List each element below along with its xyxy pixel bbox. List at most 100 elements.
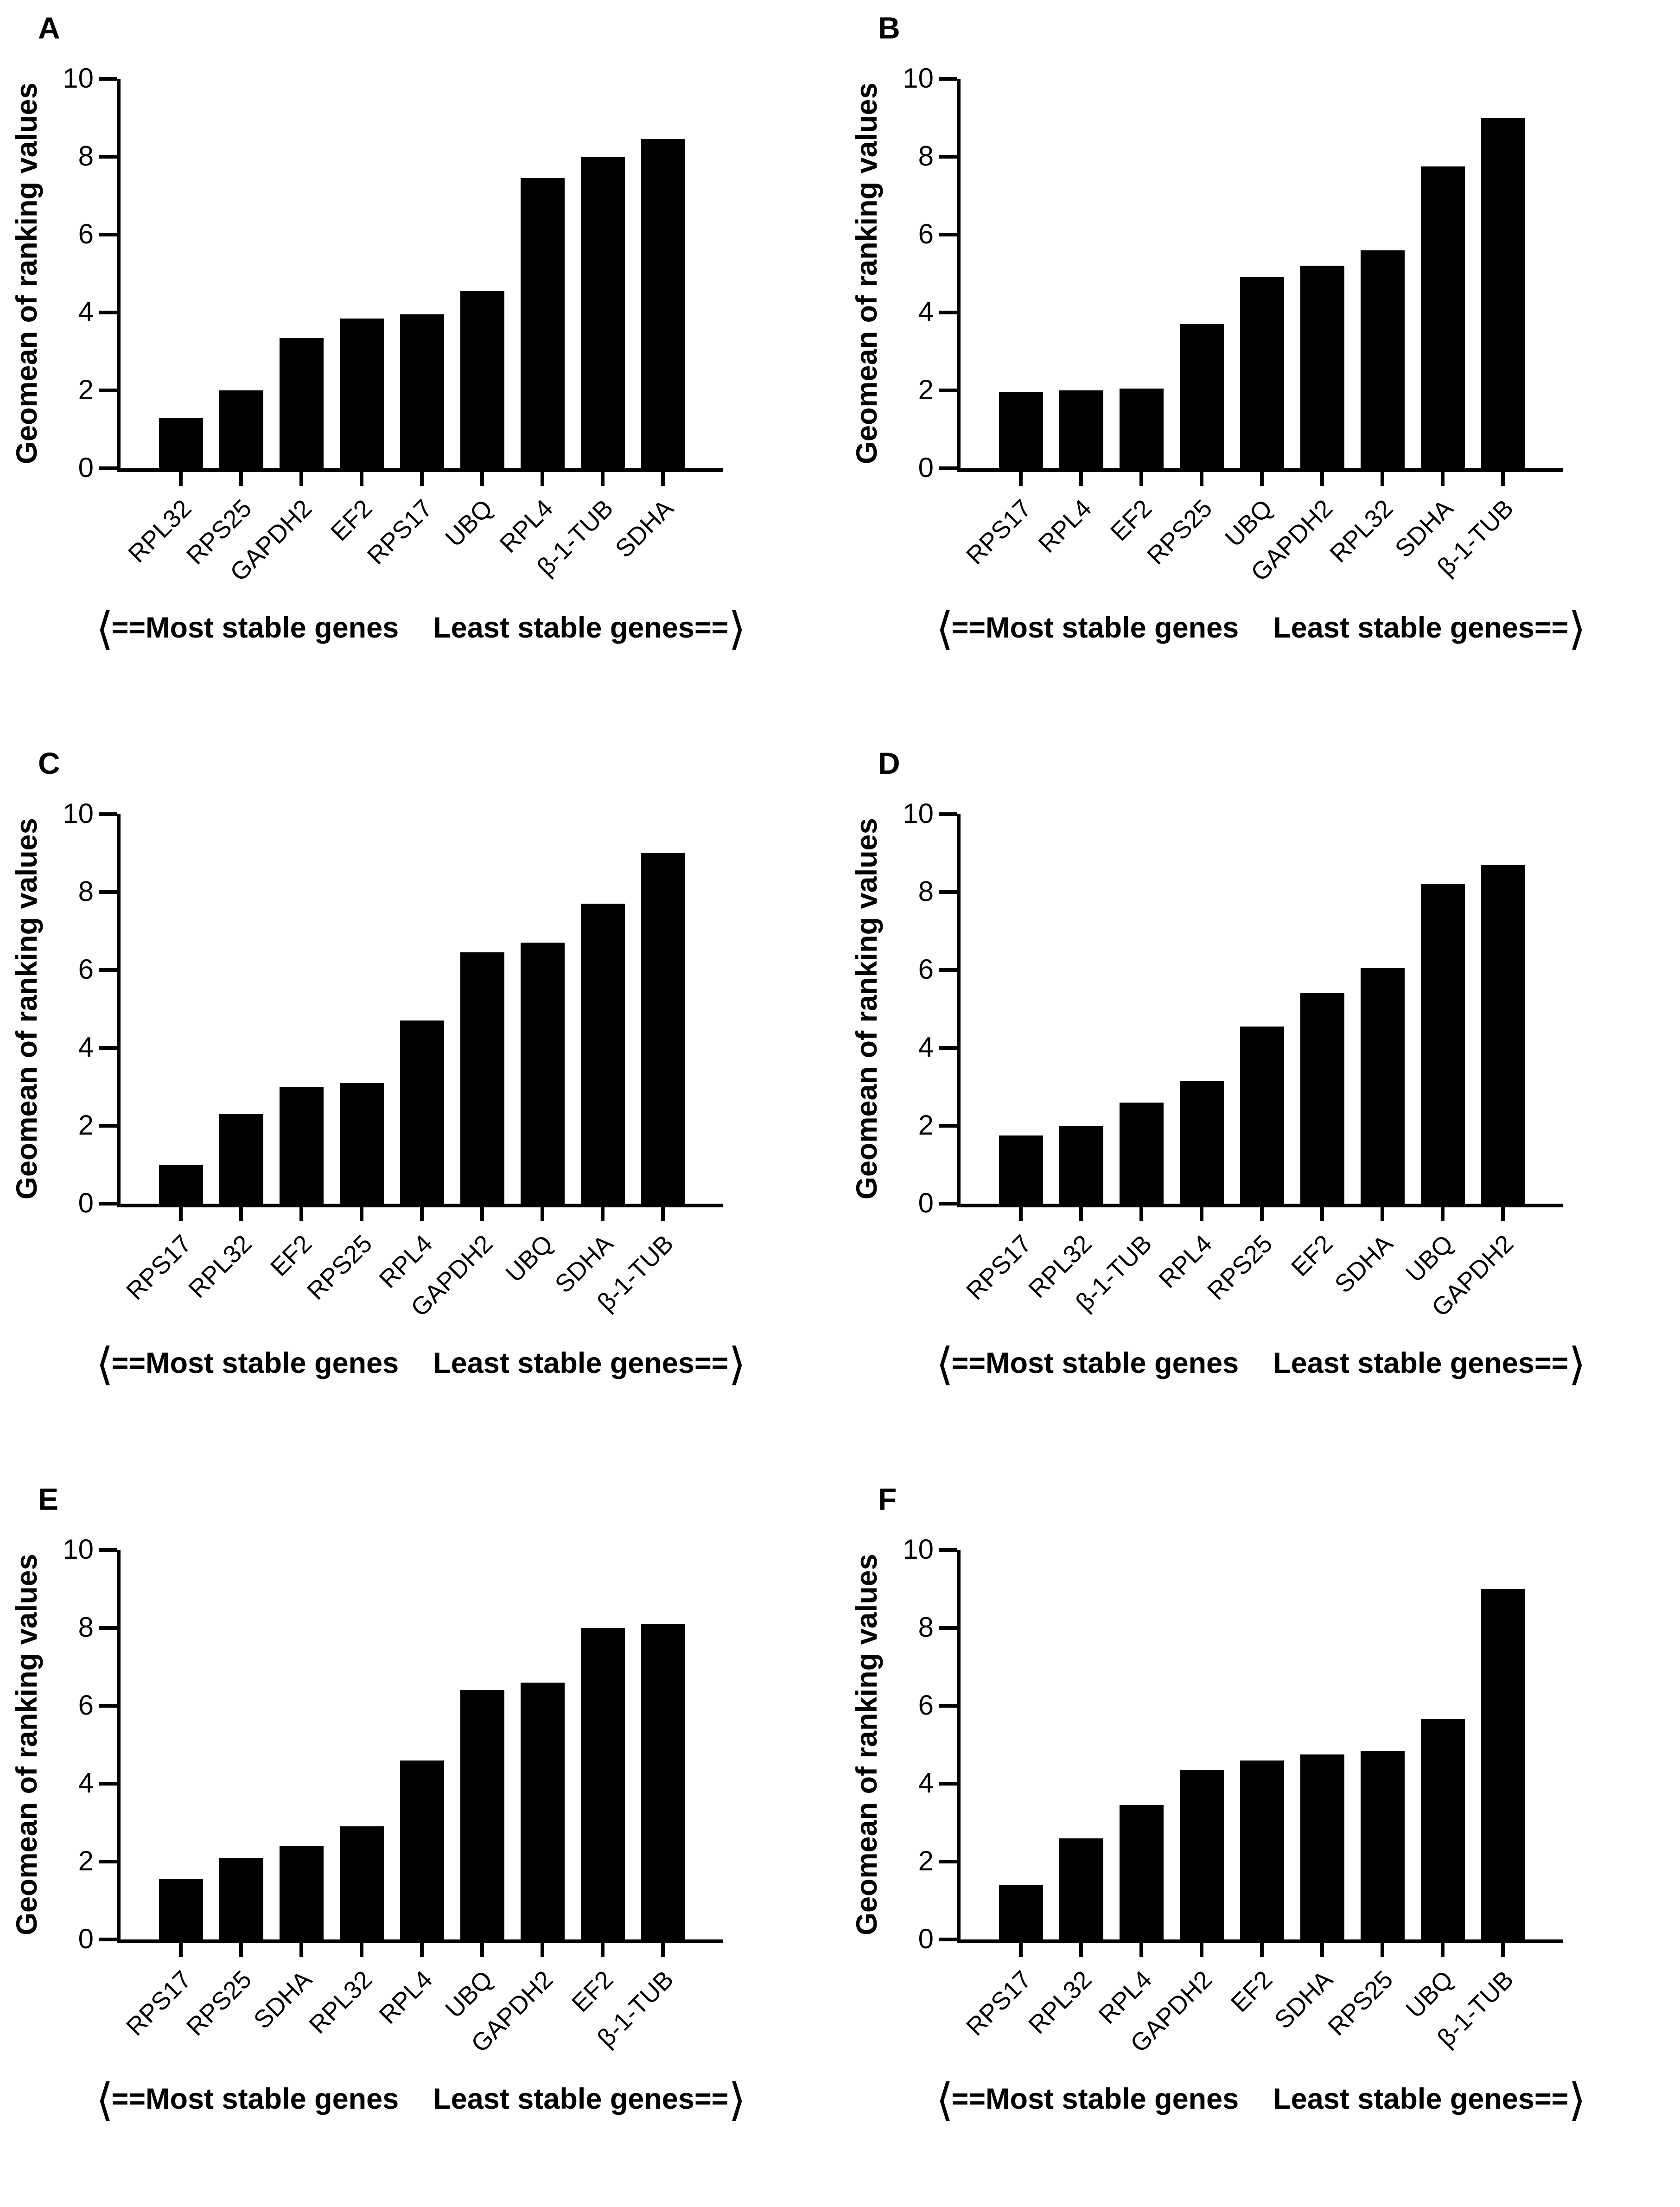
x-tick-β-1-TUB	[661, 1207, 665, 1221]
y-tick-8	[99, 1626, 117, 1630]
y-tick-label-0: 0	[78, 452, 94, 483]
y-tick-4	[939, 1782, 957, 1786]
x-tick-EF2	[601, 1943, 605, 1957]
y-tick-label-10: 10	[903, 797, 934, 829]
x-tick-β-1-TUB	[1139, 1207, 1143, 1221]
bar-RPS25	[219, 1857, 263, 1939]
y-tick-label-0: 0	[78, 1187, 94, 1218]
stability-annotation-f: ⟨==Most stable genes Least stable genes==…	[840, 2074, 1680, 2126]
stability-annotation-d: ⟨==Most stable genes Least stable genes==…	[840, 1338, 1680, 1390]
plot-area-c: 0 2 4 6 8 10 RPS17 RPL32 EF2 RPS25 RPL4 GAPDH2 UBQ SD…	[0, 735, 840, 1471]
x-tick-RPL4	[420, 1943, 424, 1957]
y-tick-label-6: 6	[918, 953, 934, 985]
x-label-SDHA: SDHA	[1329, 1229, 1399, 1299]
x-tick-GAPDH2	[480, 1207, 484, 1221]
x-label-RPL32: RPL32	[1324, 494, 1399, 568]
x-label-RPL32: RPL32	[304, 1965, 378, 2040]
y-tick-label-2: 2	[918, 1845, 934, 1876]
stability-annotation-c: ⟨==Most stable genes Least stable genes==…	[0, 1338, 840, 1390]
panel-label-c: C	[38, 746, 61, 780]
bar-RPL32	[1059, 1126, 1103, 1204]
y-tick-0	[99, 1938, 117, 1941]
most-stable-label: ==Most stable genes	[111, 612, 399, 644]
stability-annotation-e: ⟨==Most stable genes Least stable genes==…	[0, 2074, 840, 2126]
x-tick-UBQ	[1441, 1943, 1445, 1957]
y-tick-0	[939, 466, 957, 470]
x-tick-GAPDH2	[1320, 472, 1324, 486]
x-label-RPL4: RPL4	[1033, 494, 1097, 558]
y-tick-6	[939, 968, 957, 972]
plot-area-b: 0 2 4 6 8 10 RPS17 RPL4 EF2 RPS25 UBQ GAPDH2 RPL32 SD…	[840, 0, 1680, 735]
y-tick-label-6: 6	[918, 218, 934, 249]
right-arrow-bracket: ⟩	[728, 2075, 746, 2125]
most-stable-label: ==Most stable genes	[951, 1347, 1239, 1379]
y-tick-4	[99, 1046, 117, 1050]
y-tick-label-2: 2	[78, 1109, 94, 1141]
plot-area-e: 0 2 4 6 8 10 RPS17 RPS25 SDHA RPL32 RPL4 UBQ GAPDH2 E…	[0, 1471, 840, 2207]
y-tick-10	[939, 812, 957, 816]
bar-RPS25	[1360, 1750, 1405, 1939]
x-tick-SDHA	[601, 1207, 605, 1221]
y-tick-label-4: 4	[78, 1031, 94, 1063]
x-tick-UBQ	[1260, 472, 1264, 486]
x-label-RPS25: RPS25	[301, 1229, 378, 1306]
bar-UBQ	[520, 943, 565, 1204]
right-arrow-bracket: ⟩	[1568, 1340, 1586, 1389]
plot-area-f: 0 2 4 6 8 10 RPS17 RPL32 RPL4 GAPDH2 EF2 SDHA RPS25 U…	[840, 1471, 1680, 2207]
plot-area-d: 0 2 4 6 8 10 RPS17 RPL32 β-1-TUB RPL4 RPS25 EF2 SDHA…	[840, 735, 1680, 1471]
x-tick-RPS25	[360, 1207, 363, 1221]
x-tick-UBQ	[541, 1207, 544, 1221]
x-tick-RPS25	[1381, 1943, 1384, 1957]
x-label-UBQ: UBQ	[440, 1965, 498, 2024]
x-tick-GAPDH2	[541, 1943, 544, 1957]
bar-RPS25	[1179, 324, 1224, 468]
bar-EF2	[279, 1087, 324, 1204]
y-tick-label-10: 10	[903, 1533, 934, 1565]
x-tick-RPS25	[239, 472, 243, 486]
x-axis-line	[117, 468, 723, 472]
y-tick-label-8: 8	[78, 140, 94, 172]
bar-RPL4	[520, 178, 565, 468]
panel-d: D Geomean of ranking values 0 2 4 6 8 10 RPS17…	[840, 735, 1680, 1471]
bar-SDHA	[641, 139, 685, 468]
bar-EF2	[1240, 1760, 1284, 1939]
bar-SDHA	[1300, 1754, 1344, 1939]
x-tick-UBQ	[480, 1943, 484, 1957]
bar-RPS17	[159, 1165, 203, 1204]
x-label-RPS25: RPS25	[181, 1965, 257, 2041]
bar-GAPDH2	[460, 952, 504, 1204]
y-tick-label-10: 10	[903, 62, 934, 94]
y-tick-label-2: 2	[918, 374, 934, 405]
panel-label-d: D	[878, 746, 901, 780]
y-tick-label-0: 0	[918, 1923, 934, 1954]
y-tick-8	[939, 155, 957, 159]
x-tick-SDHA	[1381, 1207, 1384, 1221]
left-arrow-bracket: ⟨	[96, 2075, 114, 2125]
y-tick-6	[99, 968, 117, 972]
bar-EF2	[580, 1628, 625, 1939]
bar-UBQ	[460, 1690, 504, 1939]
panel-label-b: B	[878, 11, 901, 45]
bar-SDHA	[1420, 166, 1465, 468]
x-label-EF2: EF2	[1285, 1229, 1338, 1282]
x-tick-RPL32	[1079, 1207, 1083, 1221]
x-label-EF2: EF2	[265, 1229, 318, 1282]
x-tick-SDHA	[661, 472, 665, 486]
x-tick-SDHA	[1320, 1943, 1324, 1957]
y-tick-label-8: 8	[78, 875, 94, 907]
bar-EF2	[339, 318, 384, 468]
y-tick-6	[99, 233, 117, 236]
x-tick-GAPDH2	[1501, 1207, 1505, 1221]
y-tick-2	[939, 389, 957, 392]
y-axis-line	[957, 79, 961, 472]
bar-RPL32	[339, 1826, 384, 1939]
x-label-SDHA: SDHA	[248, 1965, 318, 2035]
right-arrow-bracket: ⟩	[1568, 2075, 1586, 2125]
bar-GAPDH2	[520, 1682, 565, 1939]
bar-GAPDH2	[279, 338, 324, 468]
x-axis-line	[117, 1204, 723, 1207]
x-tick-RPL32	[179, 472, 183, 486]
y-tick-label-6: 6	[78, 218, 94, 249]
y-tick-0	[939, 1938, 957, 1941]
